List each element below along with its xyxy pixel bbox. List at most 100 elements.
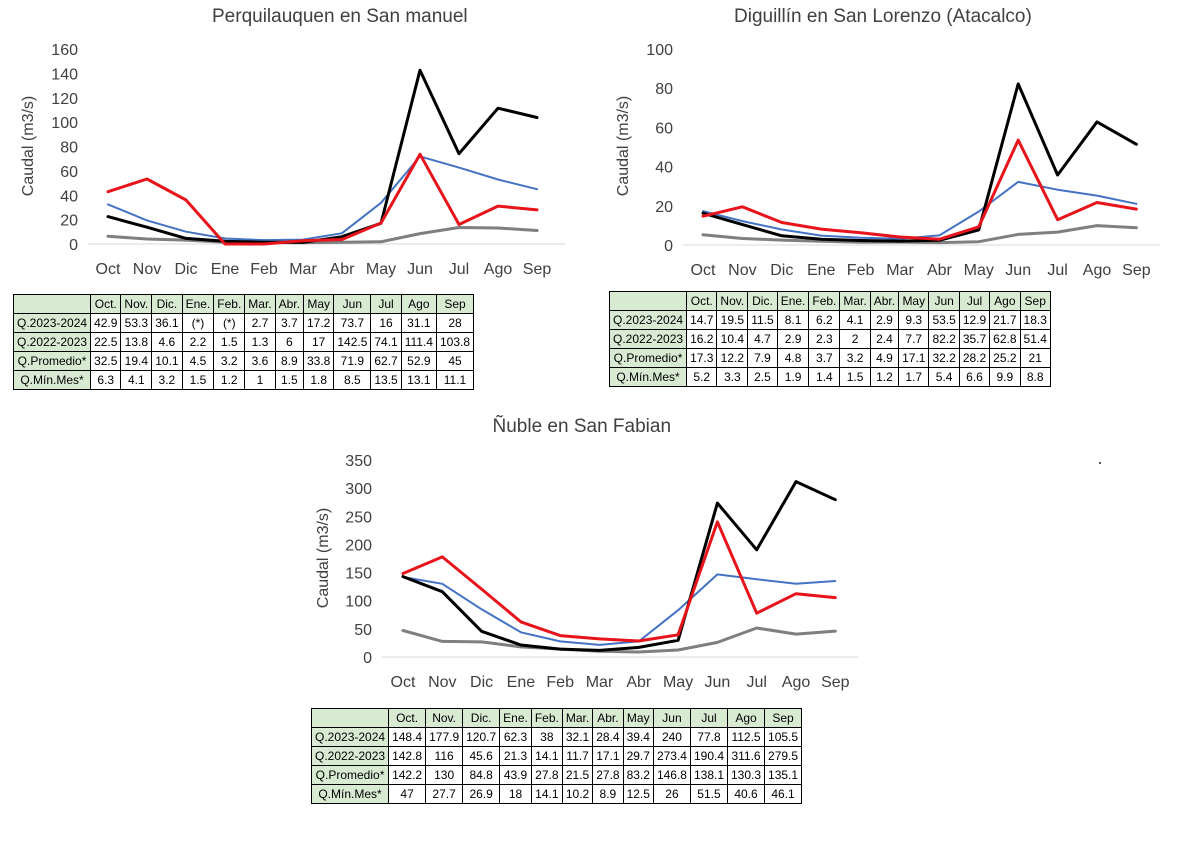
table-corner	[12, 294, 92, 314]
table-cell: 39.4	[622, 727, 654, 747]
x-tick-label: Abr	[927, 262, 953, 279]
table-cell: 13.1	[400, 370, 437, 390]
table-cell: 1.5	[839, 367, 871, 387]
table-cell: 46.1	[764, 784, 803, 804]
table-cell: 130	[425, 765, 464, 785]
table-cell: 13.5	[370, 370, 402, 390]
table-cell: 31.1	[400, 313, 437, 333]
table-cell: 21.3	[499, 746, 532, 766]
table-cell: 52.9	[400, 351, 437, 371]
table-cell: 74.1	[370, 332, 402, 352]
table-cell: 4.1	[120, 370, 153, 390]
table-cell: 177.9	[425, 727, 464, 747]
series-line-q-2023-2024	[401, 520, 837, 643]
table-cell: 32.2	[928, 348, 960, 368]
x-tick-label: Sep	[523, 261, 552, 278]
table-cell: 26	[652, 784, 691, 804]
table-column-header: Abr.	[869, 291, 900, 311]
y-axis-label: Caudal (m3/s)	[315, 508, 332, 608]
y-tick-label: 120	[51, 91, 78, 108]
table-cell: 6	[274, 332, 304, 352]
table-cell: 6.6	[958, 367, 991, 387]
x-tick-label: May	[366, 261, 396, 278]
x-tick-label: Ago	[1083, 262, 1112, 279]
table-cell: 12.5	[622, 784, 654, 804]
x-tick-label: Abr	[626, 674, 652, 691]
table-cell: 32.1	[561, 727, 594, 747]
table-cell: 40.6	[726, 784, 766, 804]
table-row: Q.2023-2024 14.7 19.5 11.5 8.1 6.2 4.1 2.9 9.3 53…	[608, 310, 1051, 330]
table-cell: 1.9	[776, 367, 810, 387]
table-cell: 311.6	[726, 746, 766, 766]
table-row: Q.Mín.Mes* 5.2 3.3 2.5 1.9 1.4 1.5 1.2 1.7 5.4 6.6…	[608, 367, 1051, 387]
table-cell: 19.5	[716, 310, 749, 330]
x-tick-label: Oct	[391, 674, 416, 691]
y-tick-label: 200	[345, 537, 372, 554]
table-column-header: Dic.	[462, 708, 501, 728]
table-cell: 18	[499, 784, 532, 804]
table-cell: 84.8	[462, 765, 501, 785]
table-cell: 27.7	[425, 784, 464, 804]
table-cell: 4.9	[869, 348, 900, 368]
x-tick-label: May	[964, 262, 994, 279]
table-row-label: Q.2023-2024	[310, 727, 390, 747]
y-tick-label: 150	[345, 566, 372, 583]
table-row-label: Q.2023-2024	[608, 310, 688, 330]
x-tick-label: Abr	[330, 261, 356, 278]
x-tick-label: Oct	[96, 261, 121, 278]
table-cell: 10.2	[561, 784, 594, 804]
table-cell: 2.4	[869, 329, 900, 349]
data-table-perquilauquen: Oct. Nov. Dic. Ene. Feb. Mar. Abr. May Jun Jul Ago…	[12, 294, 475, 390]
x-tick-label: Mar	[586, 674, 614, 691]
series-line-q-promedio-	[107, 155, 538, 242]
table-cell: 28.4	[592, 727, 624, 747]
x-tick-label: Feb	[546, 674, 574, 691]
table-corner	[310, 708, 390, 728]
x-tick-label: Ago	[484, 261, 513, 278]
series-line-q-m-n-mes-	[106, 226, 539, 245]
table-row-label: Q.Mín.Mes*	[608, 367, 688, 387]
table-cell: 11.7	[561, 746, 594, 766]
chart-diguillin: 0 20 40 60 80 100 Oct Nov Dic Ene Feb Mar Abr May Jun J…	[615, 42, 1160, 279]
table-cell: 27.8	[530, 765, 563, 785]
table-cell: 62.7	[370, 351, 402, 371]
table-cell: 19.4	[120, 351, 153, 371]
table-cell: 8.5	[333, 370, 372, 390]
y-tick-label: 350	[345, 453, 372, 470]
table-cell: 3.2	[839, 348, 871, 368]
table-cell: 36.1	[151, 313, 183, 333]
y-tick-label: 160	[51, 42, 78, 59]
table-cell: 1.8	[302, 370, 335, 390]
table-cell: 190.4	[689, 746, 729, 766]
x-tick-label: Oct	[691, 262, 716, 279]
table-cell: 51.5	[689, 784, 729, 804]
table-row-label: Q.Mín.Mes*	[12, 370, 92, 390]
table-cell: 111.4	[400, 332, 437, 352]
x-tick-label: Nov	[428, 674, 456, 691]
table-cell: 3.3	[716, 367, 749, 387]
table-cell: 62.3	[499, 727, 532, 747]
table-cell: 2.5	[747, 367, 778, 387]
table-cell: 1.5	[181, 370, 215, 390]
table-row: Q.2023-2024 148.4 177.9 120.7 62.3 38 32.1 28.4…	[310, 727, 803, 747]
table-cell: 142.8	[388, 746, 427, 766]
table-row-label: Q.Promedio*	[310, 765, 390, 785]
x-tick-label: Jul	[449, 261, 469, 278]
table-cell: 14.1	[530, 784, 563, 804]
table-cell: 32.5	[90, 351, 122, 371]
table-cell: 240	[652, 727, 691, 747]
table-column-header: Jul	[958, 291, 991, 311]
x-tick-label: May	[663, 674, 693, 691]
table-cell: 22.5	[90, 332, 122, 352]
table-cell: 43.9	[499, 765, 532, 785]
x-tick-label: Ene	[211, 261, 240, 278]
table-row: Q.Mín.Mes* 47 27.7 26.9 18 14.1 10.2 8.9 12.5 26 5…	[310, 784, 803, 804]
y-tick-label: 40	[60, 188, 78, 205]
table-cell: 105.5	[764, 727, 803, 747]
table-cell: 130.3	[726, 765, 766, 785]
table-cell: 12.9	[958, 310, 991, 330]
table-cell: 17.1	[898, 348, 930, 368]
table-cell: 3.2	[151, 370, 183, 390]
table-cell: 13.8	[120, 332, 153, 352]
data-table-diguillin: Oct. Nov. Dic. Ene. Feb. Mar. Abr. May Jun Jul Ago…	[608, 291, 1051, 387]
